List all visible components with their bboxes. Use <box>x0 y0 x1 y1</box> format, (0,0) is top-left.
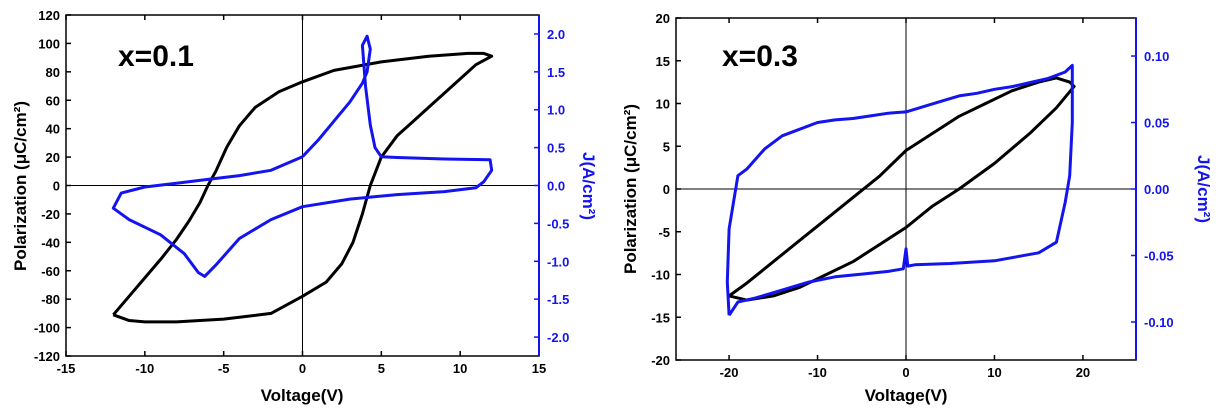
y2-axis-title-right: J(A/cm²) <box>1194 155 1213 223</box>
y2-tick-label: 0.05 <box>1144 116 1169 131</box>
y2-tick-label: 0.5 <box>547 141 565 156</box>
y2-tick-label: 1.0 <box>547 103 565 118</box>
y-tick-label: 15 <box>656 54 670 69</box>
y-tick-label: -80 <box>41 292 60 307</box>
y-tick-label: 120 <box>38 8 60 23</box>
y-axis-title-right: Polarization (μC/cm²) <box>621 104 640 274</box>
y-tick-label: -20 <box>41 207 60 222</box>
x-tick-label: -20 <box>720 365 739 380</box>
y-tick-label: 20 <box>656 11 670 26</box>
y-tick-label: -15 <box>651 310 670 325</box>
x-tick-label: -10 <box>135 361 154 376</box>
y-axis-title-left: Polarization (μC/cm²) <box>11 101 30 271</box>
sample-label-right: x=0.3 <box>722 40 798 73</box>
series-black-loop <box>112 51 494 324</box>
series-black-loop <box>728 76 1076 302</box>
series-blue-loop <box>111 34 494 278</box>
y-tick-label: 0 <box>663 182 670 197</box>
y2-axis-title-left: J(A/cm²) <box>579 152 598 220</box>
y-tick-label: -120 <box>34 349 60 364</box>
y-tick-label: -100 <box>34 321 60 336</box>
y2-tick-label: -1.5 <box>547 292 569 307</box>
x-tick-label: -10 <box>808 365 827 380</box>
x-tick-label: 10 <box>453 361 467 376</box>
y-tick-label: 5 <box>663 139 670 154</box>
series-blue-loop <box>725 63 1074 317</box>
series-group-left <box>111 34 494 324</box>
ticks-right: -20 -10 0 10 20 -20 -15 -10 -5 0 5 10 15 20 -0.10 -0.05… <box>651 11 1173 380</box>
y-tick-label: 80 <box>46 65 60 80</box>
x-tick-label: 0 <box>902 365 909 380</box>
y-tick-label: -20 <box>651 353 670 368</box>
x-tick-label: -5 <box>218 361 230 376</box>
panel-right: -20 -10 0 10 20 -20 -15 -10 -5 0 5 10 15 20 -0.10 -0.05… <box>621 11 1213 405</box>
ticks-left: -15 -10 -5 0 5 10 15 -120 -100 -80 -60 -40 -20 0 20 40 6… <box>34 8 569 376</box>
y2-tick-label: -0.5 <box>547 216 569 231</box>
y2-tick-label: -2.0 <box>547 330 569 345</box>
y-tick-label: 0 <box>53 179 60 194</box>
x-axis-title-right: Voltage(V) <box>865 386 948 405</box>
y2-tick-label: 0.00 <box>1144 182 1169 197</box>
y-tick-label: -10 <box>651 268 670 283</box>
y2-tick-label: -0.10 <box>1144 315 1174 330</box>
x-tick-label: 10 <box>987 365 1001 380</box>
x-tick-label: -15 <box>57 361 76 376</box>
y2-tick-label: 1.5 <box>547 65 565 80</box>
x-tick-label: 5 <box>378 361 385 376</box>
x-tick-label: 0 <box>299 361 306 376</box>
y-tick-label: 20 <box>46 150 60 165</box>
panel-left: -15 -10 -5 0 5 10 15 -120 -100 -80 -60 -40 -20 0 20 40 6… <box>11 8 598 405</box>
y2-tick-label: -0.05 <box>1144 248 1174 263</box>
x-axis-title-left: Voltage(V) <box>261 386 344 405</box>
y2-tick-label: 2.0 <box>547 27 565 42</box>
y2-tick-label: 0.10 <box>1144 49 1169 64</box>
y2-tick-label: -1.0 <box>547 254 569 269</box>
sample-label-left: x=0.1 <box>118 40 194 73</box>
y-tick-label: 100 <box>38 36 60 51</box>
series-group-right <box>725 63 1076 317</box>
x-tick-label: 15 <box>532 361 546 376</box>
y-tick-label: 40 <box>46 122 60 137</box>
y-tick-label: -5 <box>658 225 670 240</box>
x-tick-label: 20 <box>1076 365 1090 380</box>
y-tick-label: -40 <box>41 235 60 250</box>
y-tick-label: -60 <box>41 264 60 279</box>
y-tick-label: 60 <box>46 93 60 108</box>
zero-lines-right <box>676 18 1136 360</box>
y-tick-label: 10 <box>656 97 670 112</box>
y2-tick-label: 0.0 <box>547 179 565 194</box>
